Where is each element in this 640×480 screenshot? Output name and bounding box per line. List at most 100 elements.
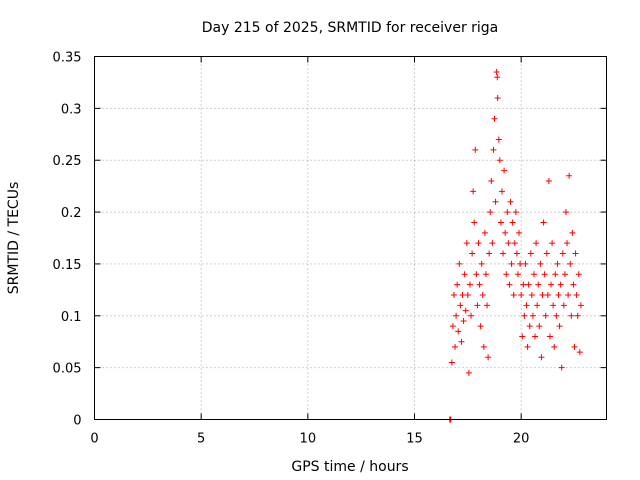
data-point [516,229,523,236]
data-point [542,312,549,319]
data-point [449,323,456,330]
data-point [493,69,500,76]
data-point [533,240,540,247]
data-point [577,302,584,309]
data-point [518,292,525,299]
axis-ticks: 0 0.05 0.1 0.15 0.2 0.25 0.3 0.35 0 5 10 15 20 [53,51,607,447]
data-point [560,302,567,309]
data-point [566,172,573,179]
data-point [530,271,537,278]
data-point [472,146,479,153]
data-point [546,333,553,340]
data-point [571,343,578,350]
data-point [514,271,521,278]
data-point [543,250,550,257]
data-point [549,240,556,247]
data-point [537,260,544,267]
data-point [461,271,468,278]
data-point [528,292,535,299]
data-point [525,281,532,288]
data-point [496,157,503,164]
data-point [485,354,492,361]
data-point [524,343,531,350]
x-tick-label: 10 [300,432,317,447]
data-point [570,281,577,288]
grid-lines [94,56,607,420]
data-point [491,115,498,122]
data-point [502,229,509,236]
data-point [575,271,582,278]
data-point [522,260,529,267]
data-point [464,292,471,299]
x-tick-label: 15 [406,432,423,447]
data-point [474,302,481,309]
data-point [574,312,581,319]
data-point [476,281,483,288]
data-point [454,281,461,288]
data-point [462,307,469,314]
plot-frame [94,56,607,420]
data-point [545,177,552,184]
data-point [456,260,463,267]
data-point [468,312,475,319]
data-point [505,240,512,247]
data-point [517,260,524,267]
data-point [466,281,473,288]
data-point [520,281,527,288]
y-tick-label: 0.35 [53,51,82,66]
data-point [489,240,496,247]
data-point [506,281,513,288]
data-point [477,323,484,330]
data-point [482,271,489,278]
y-tick-label: 0.2 [61,206,82,221]
data-point [553,312,560,319]
data-point [463,240,470,247]
data-point [487,209,494,216]
data-point [540,219,547,226]
data-point [535,281,542,288]
data-point [532,333,539,340]
data-point [529,312,536,319]
data-point [561,271,568,278]
data-point [507,198,514,205]
data-point [495,136,502,143]
data-point [555,292,562,299]
y-tick-label: 0.3 [61,102,82,117]
chart-title: Day 215 of 2025, SRMTID for receiver rig… [202,20,499,36]
data-point [521,312,528,319]
data-point [536,323,543,330]
data-point [509,219,516,226]
data-point [564,240,571,247]
data-point [519,333,526,340]
data-point [452,343,459,350]
data-point [568,312,575,319]
y-tick-label: 0.05 [53,362,82,377]
data-point [512,209,519,216]
data-points [446,69,584,423]
data-point [523,302,530,309]
data-point [492,198,499,205]
data-point [479,292,486,299]
data-point [497,219,504,226]
data-point [567,260,574,267]
x-tick-label: 0 [90,432,98,447]
data-point [550,302,557,309]
data-point [450,292,457,299]
data-point [513,250,520,257]
data-point [556,323,563,330]
data-point [478,260,485,267]
data-point [481,229,488,236]
data-point [488,177,495,184]
data-point [552,271,559,278]
y-tick-label: 0.15 [53,258,82,273]
data-point [501,167,508,174]
data-point [469,250,476,257]
y-axis-label: SRMTID / TECUs [6,182,22,295]
data-point [558,364,565,371]
data-point [494,74,501,81]
data-point [544,292,551,299]
data-point [470,188,477,195]
data-point [539,292,546,299]
data-point [471,219,478,226]
